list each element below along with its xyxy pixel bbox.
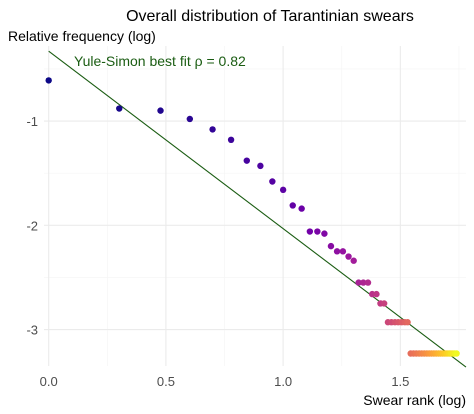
data-point bbox=[289, 202, 296, 209]
chart-title: Overall distribution of Tarantinian swea… bbox=[126, 8, 414, 25]
data-point bbox=[306, 228, 314, 235]
data-point bbox=[321, 230, 328, 237]
data-point bbox=[243, 157, 250, 164]
data-point bbox=[360, 279, 367, 286]
y-axis-label: Relative frequency (log) bbox=[8, 28, 156, 44]
data-point bbox=[157, 107, 164, 114]
x-ticks: 0.0 0.5 1.0 1.5 bbox=[40, 374, 410, 389]
data-point bbox=[339, 248, 347, 255]
x-tick-label: 1.0 bbox=[274, 374, 292, 389]
data-point bbox=[380, 300, 388, 307]
data-point bbox=[327, 242, 335, 250]
data-point bbox=[453, 350, 460, 357]
data-point bbox=[364, 279, 372, 286]
data-point bbox=[345, 253, 352, 260]
data-point bbox=[257, 162, 264, 170]
data-point bbox=[373, 290, 380, 298]
y-tick-label: -2 bbox=[26, 218, 38, 233]
data-point bbox=[227, 136, 235, 144]
x-tick-label: 0.5 bbox=[157, 374, 175, 389]
grid bbox=[44, 46, 466, 366]
data-point bbox=[404, 319, 411, 326]
data-point bbox=[209, 126, 216, 133]
data-point bbox=[269, 178, 276, 185]
fit-line-label: Yule-Simon best fit ρ = 0.82 bbox=[74, 53, 246, 69]
data-point bbox=[116, 105, 123, 112]
data-point bbox=[333, 248, 341, 255]
y-tick-label: -1 bbox=[26, 114, 38, 129]
data-point bbox=[314, 228, 321, 235]
fit-line-layer bbox=[48, 50, 467, 368]
x-tick-label: 0.0 bbox=[40, 374, 58, 389]
data-point bbox=[45, 77, 52, 84]
data-point bbox=[355, 279, 362, 286]
y-tick-label: -3 bbox=[26, 323, 38, 338]
data-point bbox=[279, 186, 287, 194]
fit-line bbox=[48, 50, 467, 368]
data-point bbox=[350, 257, 357, 264]
data-point bbox=[298, 205, 305, 212]
points-layer bbox=[45, 77, 460, 357]
x-tick-label: 1.5 bbox=[391, 374, 409, 389]
x-axis-label: Swear rank (log) bbox=[363, 392, 466, 408]
y-ticks: -1 -2 -3 bbox=[26, 114, 38, 337]
data-point bbox=[186, 115, 194, 123]
